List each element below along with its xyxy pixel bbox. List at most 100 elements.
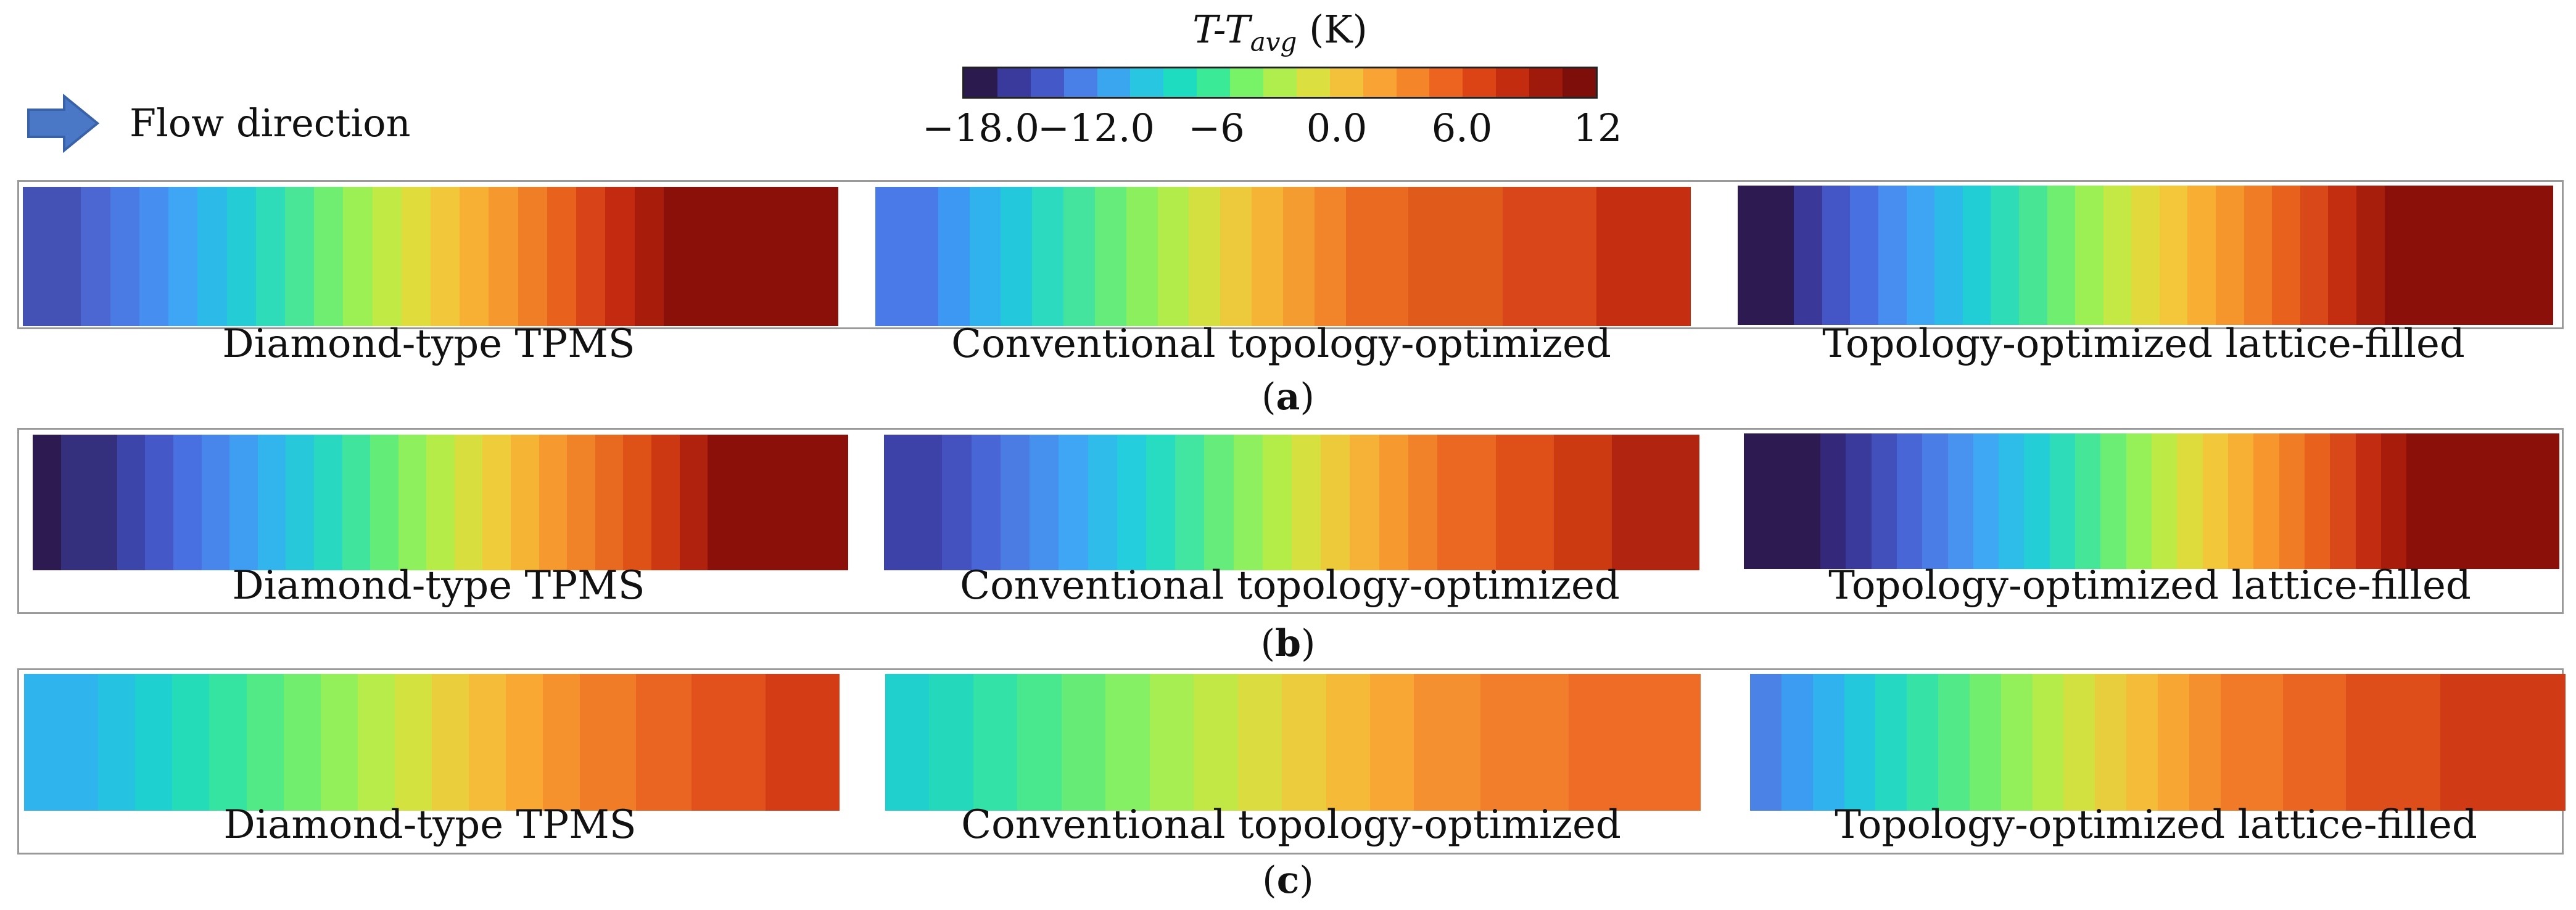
colorbar-segment (1529, 68, 1563, 97)
panel-label: Topology-optimized lattice-filled (1835, 802, 2477, 848)
isotherm-band (431, 187, 460, 326)
isotherm-band (1326, 674, 1370, 811)
isotherm-band (460, 187, 489, 326)
isotherm-band (2189, 674, 2221, 811)
isotherm-band (372, 187, 402, 326)
row-frame-c (17, 668, 2566, 855)
isotherm-band (313, 435, 342, 570)
isotherm-band (1969, 674, 2001, 811)
contour-strip-diamond-tpms-c (24, 674, 840, 811)
isotherm-band (511, 435, 539, 570)
isotherm-band (971, 435, 1001, 570)
isotherm-band (2157, 674, 2189, 811)
isotherm-band (398, 435, 427, 570)
isotherm-band (2380, 433, 2407, 569)
isotherm-band (1844, 674, 1876, 811)
row-tag-letter: b (1275, 622, 1301, 665)
isotherm-band (2049, 433, 2076, 569)
isotherm-band (60, 435, 117, 570)
isotherm-band (1991, 186, 2019, 325)
isotherm-band (1875, 674, 1907, 811)
isotherm-band (1878, 186, 1907, 325)
isotherm-band (2356, 186, 2385, 325)
isotherm-band (357, 674, 395, 811)
colorbar-segment (1329, 68, 1363, 97)
colorbar-segment (1296, 68, 1330, 97)
isotherm-band (1061, 674, 1106, 811)
isotherm-band (663, 187, 838, 326)
isotherm-band (197, 187, 227, 326)
isotherm-band (2100, 433, 2126, 569)
isotherm-band (973, 674, 1018, 811)
isotherm-band (2328, 186, 2357, 325)
isotherm-band (875, 187, 938, 326)
isotherm-band (1059, 435, 1088, 570)
isotherm-band (1146, 435, 1176, 570)
colorbar-segment (1163, 68, 1197, 97)
isotherm-band (1314, 187, 1346, 326)
isotherm-band (708, 435, 848, 570)
isotherm-band (1194, 674, 1238, 811)
isotherm-band (1292, 435, 1321, 570)
isotherm-band (1001, 187, 1033, 326)
colorbar-segment (1463, 68, 1496, 97)
isotherm-band (1088, 435, 1117, 570)
isotherm-band (401, 187, 431, 326)
isotherm-band (2103, 186, 2132, 325)
isotherm-band (1032, 187, 1064, 326)
isotherm-band (2018, 186, 2047, 325)
isotherm-band (1744, 433, 1820, 569)
isotherm-band (454, 435, 483, 570)
isotherm-band (1282, 187, 1315, 326)
isotherm-band (2177, 433, 2203, 569)
isotherm-band (1350, 435, 1379, 570)
isotherm-band (651, 435, 680, 570)
isotherm-band (506, 674, 543, 811)
contour-strip-lattice-filled-b (1744, 433, 2559, 569)
isotherm-band (595, 435, 624, 570)
colorbar-tick-label: −18.0 (922, 105, 1039, 150)
contour-strip-lattice-filled-a (1738, 186, 2553, 325)
isotherm-band (2300, 186, 2329, 325)
isotherm-band (255, 187, 285, 326)
contour-strip-conventional-a (875, 187, 1691, 326)
colorbar-title-sub: avg (1250, 27, 1297, 57)
isotherm-band (1962, 186, 1991, 325)
isotherm-band (1480, 674, 1569, 811)
isotherm-band (942, 435, 972, 570)
isotherm-band (1502, 187, 1597, 326)
panel-label: Diamond-type TPMS (222, 321, 635, 367)
isotherm-band (314, 187, 344, 326)
row-tag-a: (a) (0, 372, 2576, 422)
isotherm-band (1204, 435, 1234, 570)
isotherm-band (1321, 435, 1350, 570)
row-tag-close: ) (1300, 375, 1315, 419)
isotherm-band (623, 435, 652, 570)
isotherm-band (2032, 674, 2064, 811)
colorbar-segment (1396, 68, 1430, 97)
isotherm-band (1612, 435, 1699, 570)
isotherm-band (482, 435, 511, 570)
panel-label: Topology-optimized lattice-filled (1828, 563, 2471, 609)
row-tag-close: ) (1299, 859, 1314, 902)
isotherm-band (201, 435, 230, 570)
isotherm-band (2202, 433, 2228, 569)
flow-direction-label: Flow direction (130, 100, 411, 146)
isotherm-band (1117, 435, 1146, 570)
row-tag-open: ( (1261, 375, 1276, 419)
isotherm-band (1596, 187, 1691, 326)
isotherm-band (209, 674, 247, 811)
isotherm-band (1149, 674, 1194, 811)
isotherm-band (1938, 674, 1970, 811)
contour-strip-diamond-tpms-a (23, 187, 838, 326)
isotherm-band (2000, 674, 2033, 811)
isotherm-band (23, 187, 81, 326)
isotherm-band (2384, 186, 2553, 325)
isotherm-band (343, 187, 373, 326)
colorbar-title-main: T-T (1192, 7, 1250, 52)
panel-label: Diamond-type TPMS (223, 802, 637, 848)
isotherm-band (1233, 435, 1263, 570)
isotherm-band (1063, 187, 1095, 326)
colorbar-segment (1563, 68, 1596, 97)
panel-label: Conventional topology-optimized (961, 802, 1621, 848)
